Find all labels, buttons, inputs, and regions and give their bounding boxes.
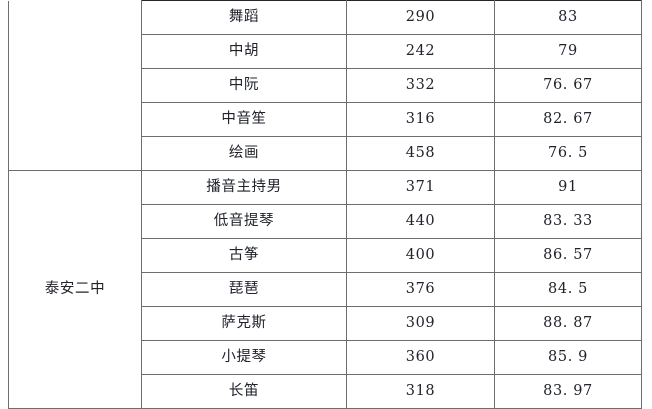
count-cell: 371 bbox=[346, 170, 495, 205]
table-row: 琵琶 376 84. 5 bbox=[9, 272, 642, 307]
count-cell: 376 bbox=[346, 272, 495, 307]
table-row: 中音笙 316 82. 67 bbox=[9, 102, 642, 137]
score-cell: 91 bbox=[494, 170, 642, 205]
count-cell: 440 bbox=[346, 204, 495, 239]
major-cell: 萨克斯 bbox=[141, 306, 347, 341]
score-cell: 82. 67 bbox=[494, 102, 642, 137]
table-row: 绘画 458 76. 5 bbox=[9, 136, 642, 171]
score-cell: 84. 5 bbox=[494, 272, 642, 307]
count-cell: 316 bbox=[346, 102, 495, 137]
count-cell: 290 bbox=[346, 0, 495, 35]
table-row: 泰安二中 播音主持男 371 91 bbox=[8, 170, 642, 409]
major-cell: 舞蹈 bbox=[141, 0, 347, 35]
major-cell: 琵琶 bbox=[141, 272, 347, 307]
score-cell: 76. 67 bbox=[494, 68, 642, 103]
table-row: 古筝 400 86. 57 bbox=[9, 238, 642, 273]
major-cell: 长笛 bbox=[141, 374, 347, 409]
count-cell: 360 bbox=[346, 340, 495, 375]
table-row: 中胡 242 79 bbox=[9, 34, 642, 69]
score-cell: 83. 97 bbox=[494, 374, 642, 409]
major-cell: 低音提琴 bbox=[141, 204, 347, 239]
count-cell: 458 bbox=[346, 136, 495, 171]
major-cell: 古筝 bbox=[141, 238, 347, 273]
count-cell: 400 bbox=[346, 238, 495, 273]
score-cell: 86. 57 bbox=[494, 238, 642, 273]
count-cell: 332 bbox=[346, 68, 495, 103]
score-cell: 83 bbox=[494, 0, 642, 35]
major-cell: 中胡 bbox=[141, 34, 347, 69]
table-body: 舞蹈 290 83 中胡 242 79 中阮 332 76. 67 中音笙 316 82. 67 绘画 4… bbox=[8, 0, 642, 409]
score-cell: 85. 9 bbox=[494, 340, 642, 375]
table-row: 萨克斯 309 88. 87 bbox=[9, 306, 642, 341]
table-row: 长笛 318 83. 97 bbox=[9, 374, 642, 409]
data-table: 舞蹈 290 83 中胡 242 79 中阮 332 76. 67 中音笙 316 82. 67 绘画 4… bbox=[8, 0, 642, 409]
major-cell: 绘画 bbox=[141, 136, 347, 171]
major-cell: 中阮 bbox=[141, 68, 347, 103]
count-cell: 318 bbox=[346, 374, 495, 409]
score-cell: 83. 33 bbox=[494, 204, 642, 239]
table-row: 小提琴 360 85. 9 bbox=[9, 340, 642, 375]
major-cell: 小提琴 bbox=[141, 340, 347, 375]
table-row: 低音提琴 440 83. 33 bbox=[9, 204, 642, 239]
count-cell: 242 bbox=[346, 34, 495, 69]
school-name-cell: 泰安二中 bbox=[8, 170, 142, 409]
major-cell: 中音笙 bbox=[141, 102, 347, 137]
count-cell: 309 bbox=[346, 306, 495, 341]
score-cell: 79 bbox=[494, 34, 642, 69]
table-row: 中阮 332 76. 67 bbox=[9, 68, 642, 103]
school-name-cell-empty bbox=[8, 0, 142, 171]
score-cell: 88. 87 bbox=[494, 306, 642, 341]
major-cell: 播音主持男 bbox=[141, 170, 347, 205]
table-row: 舞蹈 290 83 bbox=[8, 0, 642, 171]
score-cell: 76. 5 bbox=[494, 136, 642, 171]
